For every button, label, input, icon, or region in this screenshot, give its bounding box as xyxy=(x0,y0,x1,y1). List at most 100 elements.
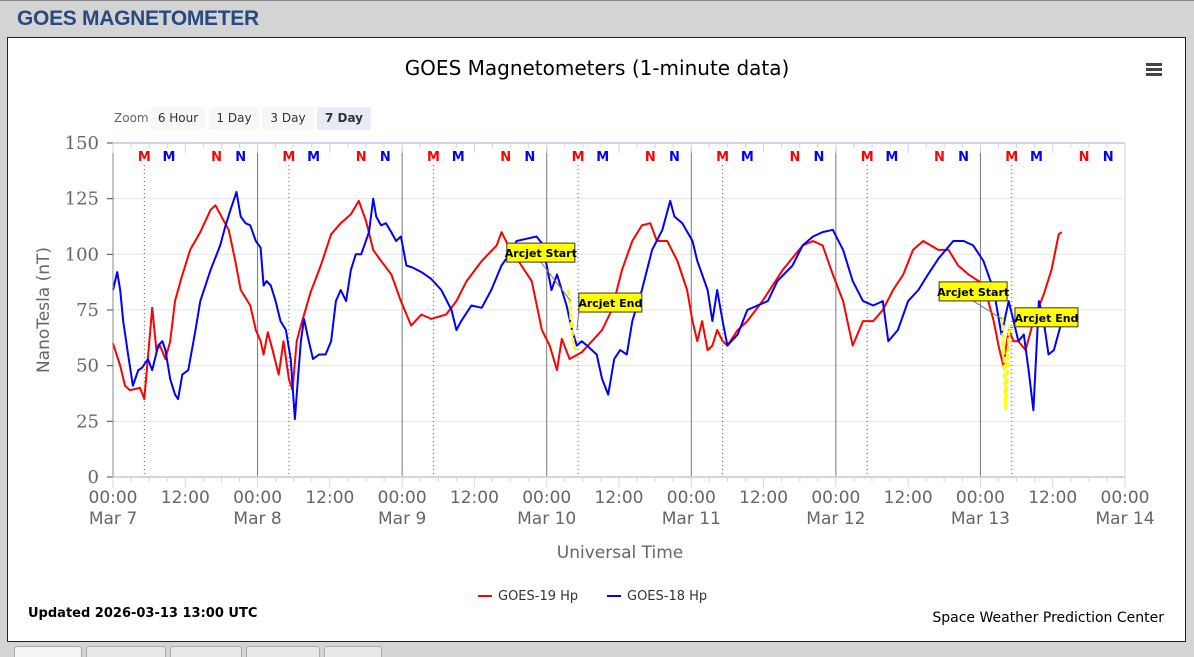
x-tick-time: 12:00 xyxy=(450,488,499,508)
y-tick-label: 100 xyxy=(65,244,99,265)
marker-label-n: N xyxy=(356,150,367,165)
y-tick-label: 125 xyxy=(65,189,99,210)
marker-label-n: N xyxy=(1103,150,1114,165)
zoom-button-label: 7 Day xyxy=(325,111,363,125)
marker-label-m: M xyxy=(741,150,754,165)
marker-label-m: M xyxy=(452,150,465,165)
menu-button[interactable] xyxy=(1140,56,1168,82)
marker-label-n: N xyxy=(380,150,391,165)
zoom-button-1-day[interactable]: 1 Day xyxy=(209,107,259,130)
annotation-arcjet-end: Arcjet End xyxy=(1009,307,1079,329)
marker-label-n: N xyxy=(524,150,535,165)
zoom-button-bg xyxy=(317,107,371,130)
marker-label-m: M xyxy=(716,150,729,165)
x-tick-date: Mar 14 xyxy=(1095,509,1154,529)
x-axis-title: Universal Time xyxy=(557,543,683,563)
zoom-button-7-day[interactable]: 7 Day xyxy=(317,107,371,130)
zoom-button-bg xyxy=(262,107,314,130)
x-tick-date: Mar 9 xyxy=(378,509,426,529)
marker-label-m: M xyxy=(1005,150,1018,165)
x-tick-time: 00:00 xyxy=(522,488,571,508)
page-header: GOES MAGNETOMETER xyxy=(0,0,1194,37)
zoom-button-label: 1 Day xyxy=(216,111,251,125)
annotation-arcjet-end: Arcjet End xyxy=(576,292,643,331)
tab[interactable] xyxy=(246,646,320,657)
marker-label-m: M xyxy=(138,150,151,165)
tab[interactable] xyxy=(86,646,166,657)
annotation-pointer xyxy=(972,300,1003,320)
annotation-arcjet-start: Arcjet Start xyxy=(937,281,1009,320)
chart-title: GOES Magnetometers (1-minute data) xyxy=(405,56,790,80)
zoom-button-label: 3 Day xyxy=(270,111,305,125)
zoom-button-3-day[interactable]: 3 Day xyxy=(262,107,314,130)
marker-label-m: M xyxy=(861,150,874,165)
marker-label-m: M xyxy=(885,150,898,165)
x-tick-date: Mar 10 xyxy=(517,509,576,529)
annotation-box xyxy=(1014,307,1079,328)
x-tick-time: 12:00 xyxy=(884,488,933,508)
x-tick-date: Mar 7 xyxy=(89,509,137,529)
marker-label-m: M xyxy=(572,150,585,165)
marker-label-n: N xyxy=(645,150,656,165)
marker-label-m: M xyxy=(282,150,295,165)
x-tick-time: 00:00 xyxy=(811,488,860,508)
marker-label-n: N xyxy=(211,150,222,165)
zoom-button-6-hour[interactable]: 6 Hour xyxy=(151,107,205,130)
arcjet-segment xyxy=(1000,316,1011,411)
marker-label-m: M xyxy=(596,150,609,165)
tab[interactable] xyxy=(324,646,382,657)
legend-label: GOES-19 Hp xyxy=(498,589,578,604)
marker-label-n: N xyxy=(789,150,800,165)
x-tick-time: 12:00 xyxy=(595,488,644,508)
hamburger-menu-icon xyxy=(1146,63,1162,66)
x-tick-time: 12:00 xyxy=(161,488,210,508)
y-tick-label: 75 xyxy=(76,300,99,321)
annotation-pointer xyxy=(1009,326,1016,329)
tab[interactable] xyxy=(170,646,242,657)
annotation-label: Arcjet End xyxy=(578,297,642,310)
legend-item-goes-19-hp[interactable]: GOES-19 Hp xyxy=(478,589,578,604)
legend-label: GOES-18 Hp xyxy=(627,589,707,604)
x-tick-time: 12:00 xyxy=(739,488,788,508)
marker-label-n: N xyxy=(1079,150,1090,165)
y-tick-label: 150 xyxy=(65,133,99,154)
annotation-arcjet-start: Arcjet Start xyxy=(505,242,577,302)
zoom-button-bg xyxy=(151,107,205,130)
annotation-label: Arcjet Start xyxy=(505,247,577,260)
x-tick-time: 00:00 xyxy=(89,488,138,508)
annotation-box xyxy=(938,281,1008,302)
annotation-pointer xyxy=(540,261,572,302)
marker-label-n: N xyxy=(669,150,680,165)
x-tick-date: Mar 13 xyxy=(951,509,1010,529)
x-tick-date: Mar 8 xyxy=(233,509,281,529)
tab[interactable] xyxy=(14,646,82,657)
x-tick-time: 12:00 xyxy=(305,488,354,508)
annotation-pointer xyxy=(576,311,580,331)
y-axis-title: NanoTesla (nT) xyxy=(34,247,54,373)
marker-label-n: N xyxy=(958,150,969,165)
x-tick-date: Mar 11 xyxy=(662,509,721,529)
marker-label-n: N xyxy=(934,150,945,165)
legend-item-goes-18-hp[interactable]: GOES-18 Hp xyxy=(607,589,707,604)
page-title: GOES MAGNETOMETER xyxy=(17,7,259,30)
updated-timestamp: Updated 2026-03-13 13:00 UTC xyxy=(28,606,257,621)
zoom-button-label: 6 Hour xyxy=(158,111,198,125)
marker-label-n: N xyxy=(235,150,246,165)
series-line-goes-19-hp xyxy=(112,199,1063,401)
x-tick-time: 00:00 xyxy=(956,488,1005,508)
arcjet-segment xyxy=(566,289,578,351)
zoom-button-bg xyxy=(209,107,259,130)
marker-label-n: N xyxy=(500,150,511,165)
zoom-selector: Zoom 6 Hour 1 Day 3 Day 7 Day xyxy=(114,107,371,130)
x-tick-time: 00:00 xyxy=(378,488,427,508)
marker-label-m: M xyxy=(163,150,176,165)
marker-label-m: M xyxy=(307,150,320,165)
x-tick-date: Mar 12 xyxy=(806,509,865,529)
y-tick-label: 0 xyxy=(88,467,99,488)
annotation-label: Arcjet Start xyxy=(937,286,1009,299)
annotation-label: Arcjet End xyxy=(1014,312,1078,325)
annotation-box xyxy=(506,242,576,263)
x-tick-time: 00:00 xyxy=(233,488,282,508)
annotation-box xyxy=(578,292,643,313)
